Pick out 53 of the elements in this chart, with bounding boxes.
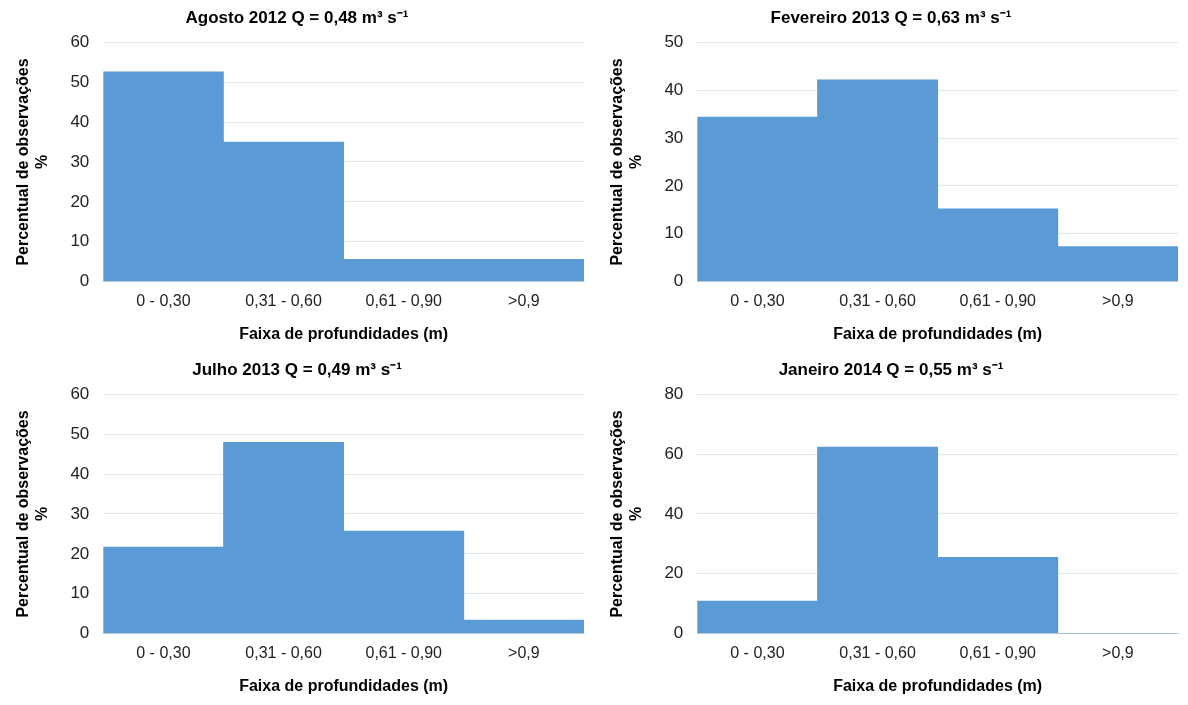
y-tick-label: 40 [70,111,90,131]
x-tick-label: 0,61 - 0,90 [365,643,443,661]
y-tick-label: 60 [664,443,684,463]
y-tick-label: 10 [70,583,90,603]
chart-title: Fevereiro 2013 Q = 0,63 m³ s⁻¹ [770,7,1012,27]
y-axis-title: Percentual de observações % [14,58,51,266]
y-tick-label: 10 [70,231,90,251]
y-tick-label: 20 [664,175,684,195]
x-tick-label: 0 - 0,30 [136,643,191,661]
y-tick-label: 20 [664,563,684,583]
x-axis-title: Faixa de profundidades (m) [833,324,1043,342]
y-tick-label: 30 [664,127,684,147]
x-tick-label: 0 - 0,30 [136,291,191,309]
y-tick-label: 80 [664,384,684,404]
y-tick-label: 0 [79,271,90,291]
y-tick-label: 30 [70,503,90,523]
x-tick-label: >0,9 [508,643,540,661]
x-tick-label: 0,61 - 0,90 [365,291,443,309]
y-tick-label: 20 [70,191,90,211]
y-tick-label: 40 [70,463,90,483]
x-tick-label: 0 - 0,30 [730,643,785,661]
y-tick-label: 30 [70,151,90,171]
x-tick-label: >0,9 [508,291,540,309]
y-tick-label: 0 [79,623,90,643]
y-axis-title: Percentual de observações % [608,58,645,266]
x-tick-label: 0,61 - 0,90 [959,291,1037,309]
x-tick-label: 0 - 0,30 [730,291,785,309]
x-tick-label: 0,31 - 0,60 [245,643,322,661]
y-tick-label: 0 [673,623,684,643]
chart-title: Janeiro 2014 Q = 0,55 m³ s⁻¹ [778,359,1004,379]
x-axis-title: Faixa de profundidades (m) [239,676,449,694]
x-tick-label: >0,9 [1102,643,1134,661]
x-tick-label: >0,9 [1102,291,1134,309]
y-tick-label: 40 [664,503,684,523]
y-tick-label: 60 [70,32,90,52]
y-axis-title: Percentual de observações % [14,410,51,618]
x-tick-label: 0,31 - 0,60 [245,291,322,309]
x-tick-label: 0,61 - 0,90 [959,643,1037,661]
y-tick-label: 50 [70,423,90,443]
chart-title: Agosto 2012 Q = 0,48 m³ s⁻¹ [185,7,409,27]
chart-title: Julho 2013 Q = 0,49 m³ s⁻¹ [192,359,403,379]
x-axis-title: Faixa de profundidades (m) [239,324,449,342]
y-tick-label: 50 [664,32,684,52]
y-axis-title: Percentual de observações % [608,410,645,618]
x-tick-label: 0,31 - 0,60 [839,643,916,661]
y-tick-label: 60 [70,384,90,404]
y-tick-label: 50 [70,71,90,91]
x-tick-label: 0,31 - 0,60 [839,291,916,309]
y-tick-label: 0 [673,271,684,291]
y-tick-label: 40 [664,79,684,99]
y-tick-label: 20 [70,543,90,563]
y-tick-label: 10 [664,223,684,243]
x-axis-title: Faixa de profundidades (m) [833,676,1043,694]
